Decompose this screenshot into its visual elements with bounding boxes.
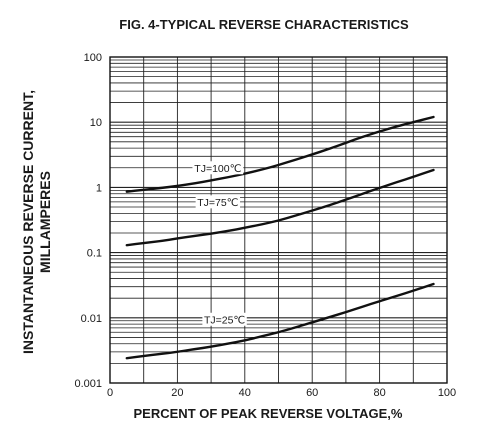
y-tick-label: 1: [96, 182, 102, 194]
curve-tj-100: [125, 115, 435, 193]
x-axis-label: PERCENT OF PEAK REVERSE VOLTAGE,%: [134, 406, 403, 421]
chart-title: FIG. 4-TYPICAL REVERSE CHARACTERISTICS: [119, 17, 409, 32]
grid: [109, 56, 448, 384]
tick-labels: 0 20 40 60 80 100 0.001 0.01 0.1 1 10 100: [74, 52, 456, 399]
plot-frame: [109, 56, 448, 384]
y-axis-label-line2: MILLAMPERES: [37, 171, 53, 273]
x-tick-label: 80: [373, 387, 385, 399]
label-tj-25: TJ=25℃: [204, 314, 245, 326]
label-tj-75: TJ=75℃: [197, 197, 238, 209]
y-tick-label: 0.01: [81, 313, 102, 325]
y-tick-label: 100: [84, 52, 102, 64]
curve-labels: TJ=100℃ TJ=75℃ TJ=25℃: [192, 161, 247, 326]
label-tj-100: TJ=100℃: [194, 163, 241, 175]
curve-tj-25: [125, 282, 435, 360]
label-background: [192, 161, 244, 175]
y-tick-label: 0.1: [87, 248, 102, 260]
x-tick-label: 20: [171, 387, 183, 399]
y-axis-label-line1: INSTANTANEOUS REVERSE CURRENT,: [20, 90, 36, 354]
x-tick-label: 60: [306, 387, 318, 399]
label-background: [195, 195, 241, 209]
curve-tj-75: [125, 168, 435, 247]
y-tick-label: 0.001: [74, 378, 102, 390]
curves: [125, 115, 435, 360]
x-tick-label: 100: [438, 387, 456, 399]
x-tick-label: 40: [239, 387, 251, 399]
x-tick-label: 0: [107, 387, 113, 399]
label-background: [202, 312, 247, 326]
y-tick-label: 10: [90, 117, 102, 129]
